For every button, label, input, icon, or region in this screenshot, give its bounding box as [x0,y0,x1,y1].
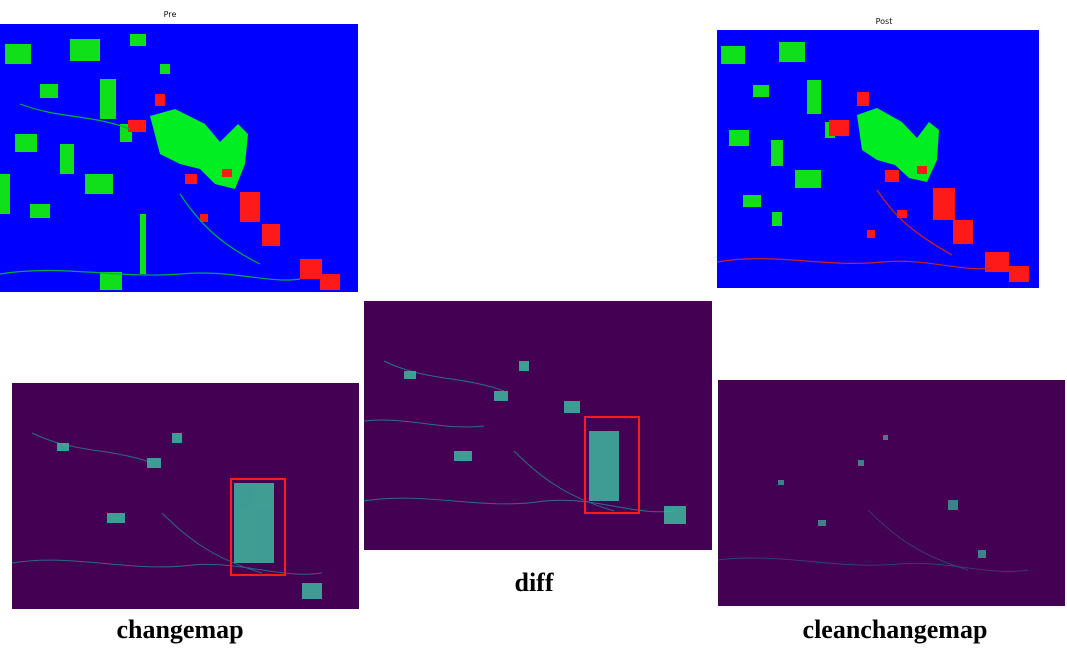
diff-map [364,301,712,550]
post-classification-map [717,30,1039,288]
pre-classification-map [0,24,358,292]
cleanchangemap-caption: cleanchangemap [770,615,1020,645]
post-title: Post [844,17,924,26]
changemap-caption: changemap [80,615,280,645]
cleanchangemap-map [718,380,1065,606]
changemap-map [12,383,359,609]
pre-title: Pre [130,10,210,19]
diff-caption: diff [464,568,604,598]
